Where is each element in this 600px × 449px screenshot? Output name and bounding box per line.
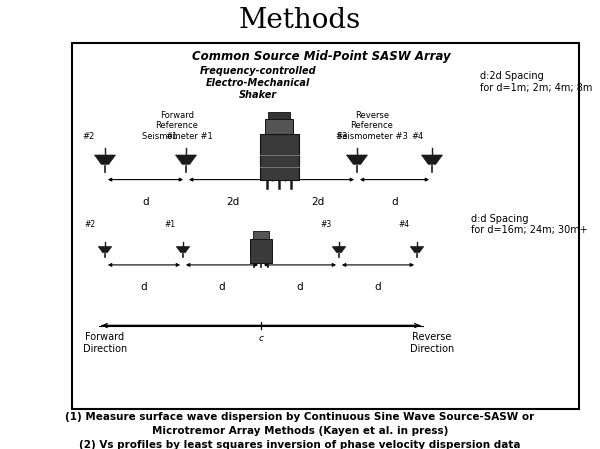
Text: d: d xyxy=(218,282,226,292)
Polygon shape xyxy=(410,247,424,252)
Text: Reverse
Direction: Reverse Direction xyxy=(410,332,454,354)
Text: Forward
Direction: Forward Direction xyxy=(83,332,127,354)
Polygon shape xyxy=(176,247,190,252)
Text: d:2d Spacing
for d=1m; 2m; 4m; 8m: d:2d Spacing for d=1m; 2m; 4m; 8m xyxy=(480,71,592,92)
Text: c: c xyxy=(259,334,263,343)
Bar xyxy=(268,112,290,119)
Text: #1: #1 xyxy=(164,220,175,229)
Text: #2: #2 xyxy=(82,132,94,141)
Text: #4: #4 xyxy=(398,220,409,229)
Text: #3: #3 xyxy=(336,132,348,141)
Polygon shape xyxy=(95,155,115,164)
Text: d: d xyxy=(374,282,382,292)
Text: Common Source Mid-Point SASW Array: Common Source Mid-Point SASW Array xyxy=(191,50,451,62)
Text: (2) Vs profiles by least squares inversion of phase velocity dispersion data: (2) Vs profiles by least squares inversi… xyxy=(79,440,521,449)
Polygon shape xyxy=(98,247,112,252)
Text: #2: #2 xyxy=(85,220,95,229)
Text: Reverse
Reference
Seismometer #3: Reverse Reference Seismometer #3 xyxy=(337,111,407,141)
Text: d: d xyxy=(296,282,304,292)
Polygon shape xyxy=(347,155,367,164)
Text: d:d Spacing
for d=16m; 24m; 30m+: d:d Spacing for d=16m; 24m; 30m+ xyxy=(471,214,588,235)
Text: (1) Measure surface wave dispersion by Continuous Sine Wave Source-SASW or: (1) Measure surface wave dispersion by C… xyxy=(65,412,535,422)
Text: #3: #3 xyxy=(320,220,331,229)
Polygon shape xyxy=(421,155,442,164)
Polygon shape xyxy=(176,155,197,164)
Bar xyxy=(265,119,293,134)
Text: Frequency-controlled
Electro-Mechanical
Shaker: Frequency-controlled Electro-Mechanical … xyxy=(200,66,316,100)
Bar xyxy=(260,134,299,180)
Bar xyxy=(250,239,272,263)
Text: d: d xyxy=(142,197,149,207)
Text: Microtremor Array Methods (Kayen et al. in press): Microtremor Array Methods (Kayen et al. … xyxy=(152,426,448,436)
Bar xyxy=(253,231,269,239)
Text: 2d: 2d xyxy=(311,197,325,207)
Text: #4: #4 xyxy=(411,132,423,141)
Text: Methods: Methods xyxy=(239,7,361,34)
Text: Forward
Reference
Seismometer #1: Forward Reference Seismometer #1 xyxy=(142,111,212,141)
Text: 2d: 2d xyxy=(226,197,239,207)
Bar xyxy=(72,43,579,409)
Polygon shape xyxy=(332,247,346,252)
Text: d: d xyxy=(140,282,148,292)
Text: d: d xyxy=(391,197,398,207)
Text: #1: #1 xyxy=(165,132,177,141)
